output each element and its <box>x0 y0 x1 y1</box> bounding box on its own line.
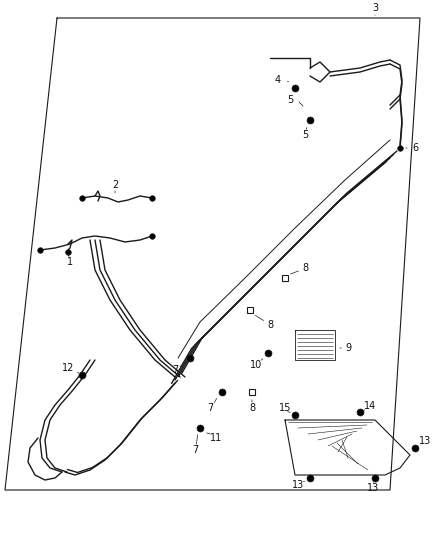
Text: 1: 1 <box>67 257 73 267</box>
Text: 5: 5 <box>287 95 293 105</box>
Text: 7: 7 <box>192 445 198 455</box>
Text: 4: 4 <box>275 75 281 85</box>
Text: 6: 6 <box>412 143 418 153</box>
Text: 9: 9 <box>345 343 351 353</box>
Text: 3: 3 <box>372 3 378 13</box>
Text: 8: 8 <box>302 263 308 273</box>
Text: 7: 7 <box>172 365 178 375</box>
Text: 15: 15 <box>279 403 291 413</box>
Text: 7: 7 <box>207 403 213 413</box>
Text: 2: 2 <box>112 180 118 190</box>
Text: 13: 13 <box>292 480 304 490</box>
Text: 10: 10 <box>250 360 262 370</box>
Text: 8: 8 <box>249 403 255 413</box>
Text: 13: 13 <box>367 483 379 493</box>
Text: 14: 14 <box>364 401 376 411</box>
Text: 11: 11 <box>210 433 222 443</box>
Text: 8: 8 <box>267 320 273 330</box>
Text: 13: 13 <box>419 436 431 446</box>
Text: 12: 12 <box>62 363 74 373</box>
Text: 5: 5 <box>302 130 308 140</box>
